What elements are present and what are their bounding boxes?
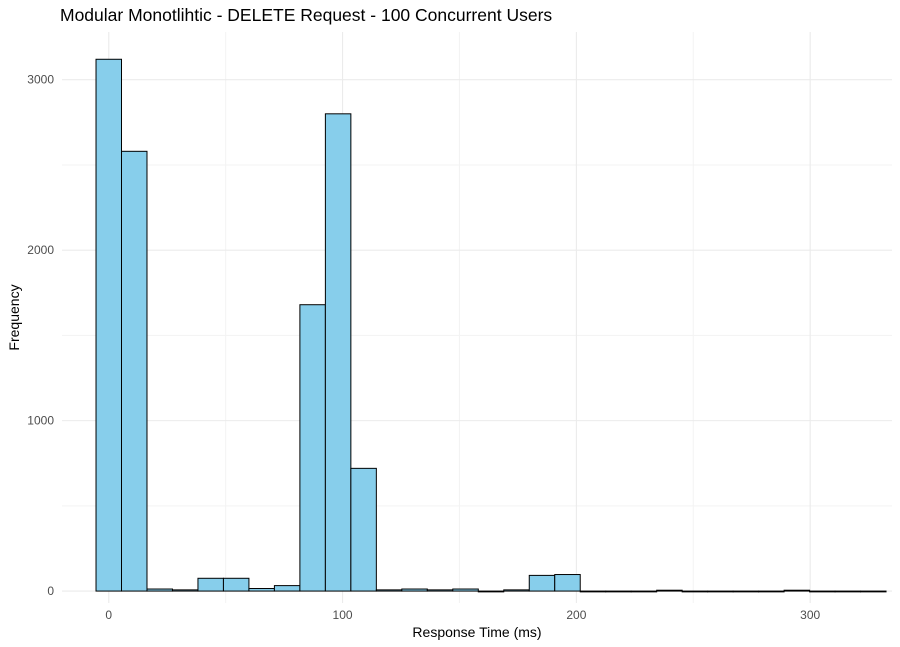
histogram-bar bbox=[656, 589, 683, 592]
histogram-bar bbox=[707, 590, 734, 593]
histogram-bar bbox=[273, 585, 301, 592]
histogram-bar bbox=[95, 58, 123, 592]
histogram-bar bbox=[121, 150, 148, 592]
x-tick-label: 0 bbox=[105, 608, 112, 622]
histogram-bar bbox=[452, 588, 479, 592]
histogram-bar bbox=[758, 590, 785, 593]
y-axis-title: Frequency bbox=[6, 284, 22, 350]
histogram-bar bbox=[579, 590, 607, 593]
histogram-bar bbox=[528, 574, 556, 592]
histogram-bar bbox=[681, 590, 709, 593]
x-tick-label: 300 bbox=[800, 608, 820, 622]
chart-title: Modular Monotlihtic - DELETE Request - 1… bbox=[60, 5, 553, 25]
y-tick-label: 0 bbox=[47, 584, 54, 598]
histogram-bar bbox=[503, 589, 530, 592]
histogram-bar bbox=[426, 589, 454, 592]
histogram-bar bbox=[375, 589, 403, 592]
histogram-bar bbox=[248, 588, 275, 592]
histogram-bar bbox=[860, 590, 887, 593]
y-tick-label: 2000 bbox=[27, 243, 54, 257]
histogram-bar bbox=[783, 589, 811, 592]
histogram-bar bbox=[477, 590, 505, 593]
grid-lines bbox=[62, 32, 892, 603]
histogram-bars bbox=[95, 58, 887, 593]
histogram-bar bbox=[171, 589, 199, 592]
x-axis-title: Response Time (ms) bbox=[412, 624, 541, 640]
histogram-bar bbox=[834, 590, 862, 593]
histogram-bar bbox=[554, 574, 581, 592]
x-tick-label: 200 bbox=[566, 608, 586, 622]
histogram-bar bbox=[605, 590, 632, 593]
histogram-bar bbox=[299, 304, 326, 592]
histogram-bar bbox=[630, 590, 658, 593]
histogram-bar bbox=[732, 590, 760, 593]
y-tick-label: 1000 bbox=[27, 414, 54, 428]
histogram-bar bbox=[350, 467, 377, 592]
histogram-bar bbox=[809, 590, 836, 593]
x-tick-label: 100 bbox=[333, 608, 353, 622]
histogram-bar bbox=[197, 577, 224, 592]
y-tick-label: 3000 bbox=[27, 73, 54, 87]
histogram-bar bbox=[401, 588, 428, 592]
histogram-bar bbox=[146, 588, 173, 592]
histogram-bar bbox=[222, 577, 250, 592]
histogram-bar bbox=[324, 113, 352, 592]
